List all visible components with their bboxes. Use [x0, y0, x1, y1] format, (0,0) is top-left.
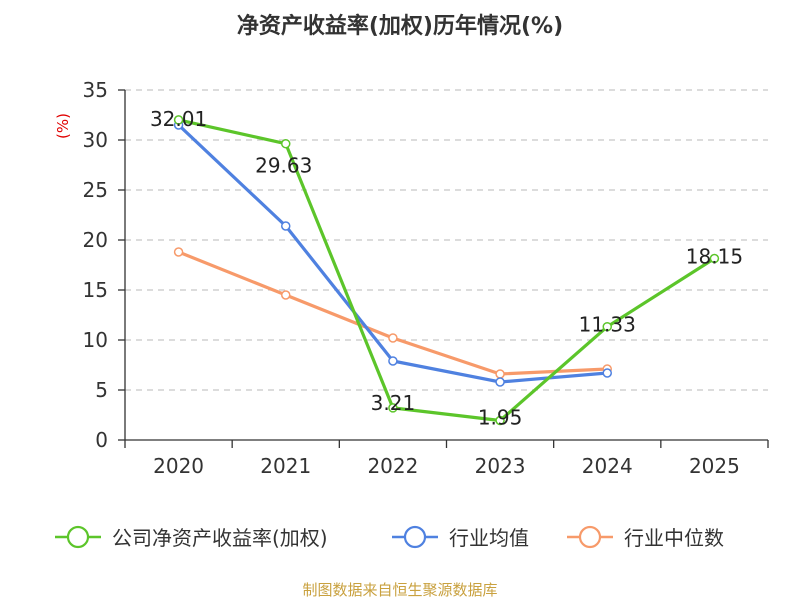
y-tick-label: 25: [83, 178, 108, 202]
data-label: 3.21: [371, 391, 416, 415]
data-label: 1.95: [478, 406, 523, 430]
chart-title: 净资产收益率(加权)历年情况(%): [237, 13, 563, 39]
y-tick-label: 15: [83, 278, 108, 302]
y-tick-label: 30: [83, 128, 108, 152]
x-tick-label: 2022: [367, 454, 418, 478]
data-point-company: [602, 321, 612, 332]
data-point-company: [495, 415, 505, 426]
data-label: 18.15: [686, 245, 743, 269]
legend-label: 行业均值: [449, 526, 529, 550]
data-label: 11.33: [579, 313, 636, 337]
data-point-industry-mean: [495, 377, 505, 387]
y-tick-label: 10: [83, 328, 108, 352]
data-point-company: [173, 115, 184, 125]
x-tick-label: 2025: [689, 454, 740, 478]
data-point-industry-median: [388, 333, 398, 343]
y-tick-label: 20: [83, 228, 108, 252]
legend-label: 行业中位数: [624, 526, 724, 550]
data-point-industry-mean: [281, 221, 291, 231]
legend-marker: [578, 525, 602, 549]
series-line-company: [178, 118, 716, 423]
series-line-industry-median: [177, 250, 608, 376]
data-point-company: [388, 403, 398, 413]
legend-label: 公司净资产收益率(加权): [112, 526, 328, 550]
source-note: 制图数据来自恒生聚源数据库: [302, 581, 497, 599]
data-label: 29.63: [255, 154, 312, 178]
data-point-industry-mean: [388, 356, 398, 366]
data-point-company: [281, 138, 291, 149]
x-tick-label: 2020: [153, 454, 204, 478]
data-point-industry-mean: [602, 368, 612, 378]
data-point-industry-median: [281, 290, 291, 300]
legend-marker: [403, 525, 427, 549]
legend-marker: [66, 525, 90, 549]
series-line-industry-mean: [177, 123, 608, 384]
data-label: 32.01: [150, 107, 207, 131]
x-tick-label: 2021: [260, 454, 311, 478]
y-tick-label: 0: [95, 428, 108, 452]
y-axis-unit: (%): [54, 113, 72, 139]
x-tick-label: 2024: [582, 454, 633, 478]
data-point-industry-median: [495, 369, 505, 379]
y-tick-label: 5: [95, 378, 108, 402]
y-tick-label: 35: [83, 78, 108, 102]
data-point-company: [709, 253, 720, 264]
data-point-industry-median: [173, 247, 184, 257]
x-tick-label: 2023: [475, 454, 526, 478]
